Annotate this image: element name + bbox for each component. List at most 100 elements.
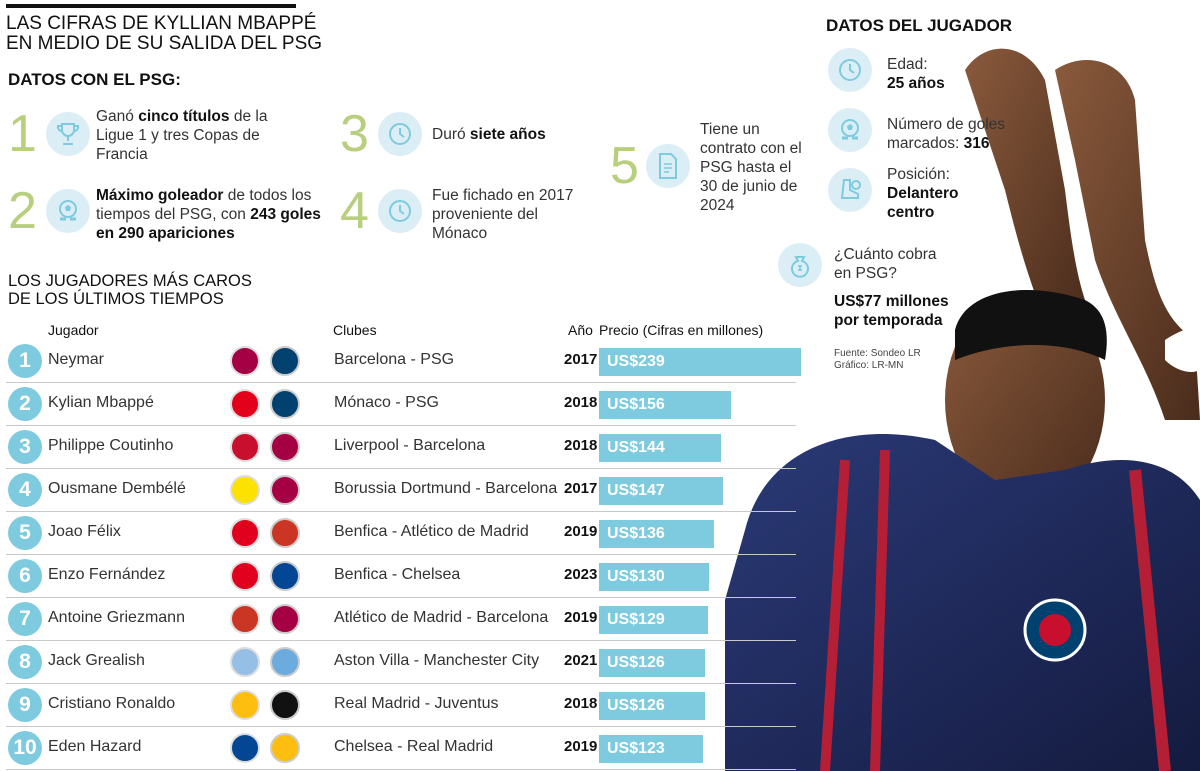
fact-number: 3: [340, 105, 369, 163]
title-rule: [6, 4, 296, 8]
clock-icon: [378, 189, 422, 233]
origin-club-crest-icon: [230, 733, 260, 763]
table-row: 3 Philippe Coutinho Liverpool - Barcelona 2…: [6, 426, 796, 469]
psg-section-heading: DATOS CON EL PSG:: [8, 70, 181, 89]
clubs-label: Mónaco - PSG: [334, 394, 439, 411]
destination-club-crest-icon: [270, 389, 300, 419]
year-label: 2017: [564, 351, 598, 368]
player-name: Cristiano Ronaldo: [48, 695, 176, 712]
table-row: 10 Eden Hazard Chelsea - Real Madrid 2019 US…: [6, 727, 796, 770]
origin-club-crest-icon: [230, 604, 260, 634]
player-section-heading: DATOS DEL JUGADOR: [826, 16, 1013, 35]
destination-club-crest-icon: [270, 690, 300, 720]
soccer-ball-icon: [46, 189, 90, 233]
fact-text: Tiene un contrato con el PSG hasta el 30…: [700, 121, 802, 214]
price-bar: US$126: [599, 649, 705, 677]
fact-number: 1: [8, 105, 37, 163]
price-bar: US$239: [599, 348, 801, 376]
origin-club-crest-icon: [230, 690, 260, 720]
player-name: Ousmane Dembélé: [48, 480, 186, 497]
player-name: Eden Hazard: [48, 738, 142, 755]
trophy-icon: [46, 112, 90, 156]
price-bar: US$130: [599, 563, 709, 591]
origin-club-crest-icon: [230, 647, 260, 677]
money-bag-icon: [778, 243, 822, 287]
age-data: Edad: 25 años: [887, 56, 945, 92]
clubs-label: Benfica - Atlético de Madrid: [334, 523, 529, 540]
year-label: 2019: [564, 609, 598, 626]
fact-number: 5: [610, 137, 639, 195]
player-name: Neymar: [48, 351, 105, 368]
column-header-price: Precio (Cifras en millones): [599, 322, 764, 338]
destination-club-crest-icon: [270, 518, 300, 548]
table-row: 2 Kylian Mbappé Mónaco - PSG 2018 US$156: [6, 383, 796, 426]
table-row: 6 Enzo Fernández Benfica - Chelsea 2023 US$1…: [6, 555, 796, 598]
year-label: 2019: [564, 738, 598, 755]
column-header-year: Año: [568, 322, 593, 338]
year-label: 2018: [564, 394, 598, 411]
clubs-label: Atlético de Madrid - Barcelona: [334, 609, 549, 626]
destination-club-crest-icon: [270, 733, 300, 763]
origin-club-crest-icon: [230, 475, 260, 505]
year-label: 2018: [564, 695, 598, 712]
price-bar: US$147: [599, 477, 723, 505]
rank-badge: 7: [8, 602, 42, 636]
rank-badge: 3: [8, 430, 42, 464]
destination-club-crest-icon: [270, 604, 300, 634]
source-note: Fuente: Sondeo LR Gráfico: LR-MN: [834, 348, 921, 371]
fact-number: 4: [340, 182, 369, 240]
soccer-ball-icon: [828, 108, 872, 152]
rank-badge: 6: [8, 559, 42, 593]
player-photo: [725, 40, 1200, 771]
clubs-label: Borussia Dortmund - Barcelona: [334, 480, 558, 497]
price-bar: US$156: [599, 391, 731, 419]
price-bar: US$126: [599, 692, 705, 720]
destination-club-crest-icon: [270, 475, 300, 505]
clubs-label: Barcelona - PSG: [334, 351, 455, 368]
fact-text: Duró siete años: [432, 126, 546, 143]
clock-icon: [378, 112, 422, 156]
table-heading: LOS JUGADORES MÁS CAROS DE LOS ÚLTIMOS T…: [8, 272, 252, 308]
player-name: Kylian Mbappé: [48, 394, 154, 411]
table-row: 1 Neymar Barcelona - PSG 2017 US$239: [6, 340, 801, 383]
year-label: 2021: [564, 652, 598, 669]
year-label: 2018: [564, 437, 598, 454]
table-row: 5 Joao Félix Benfica - Atlético de Madrid 2…: [6, 512, 796, 555]
position-data: Posición: Delantero centro: [887, 166, 959, 221]
destination-club-crest-icon: [270, 346, 300, 376]
clubs-label: Liverpool - Barcelona: [334, 437, 486, 454]
fact-number: 2: [8, 182, 37, 240]
column-header-player: Jugador: [48, 322, 99, 338]
origin-club-crest-icon: [230, 346, 260, 376]
origin-club-crest-icon: [230, 432, 260, 462]
destination-club-crest-icon: [270, 647, 300, 677]
rank-badge: 9: [8, 688, 42, 722]
salary-question: ¿Cuánto cobra en PSG?: [834, 246, 937, 282]
origin-club-crest-icon: [230, 561, 260, 591]
year-label: 2017: [564, 480, 598, 497]
fact-text: Ganó cinco títulos de la Ligue 1 y tres …: [96, 108, 268, 163]
table-row: 7 Antoine Griezmann Atlético de Madrid - B…: [6, 598, 796, 641]
column-header-clubs: Clubes: [333, 322, 377, 338]
destination-club-crest-icon: [270, 432, 300, 462]
player-name: Joao Félix: [48, 523, 121, 540]
clubs-label: Real Madrid - Juventus: [334, 695, 499, 712]
destination-club-crest-icon: [270, 561, 300, 591]
page-title: LAS CIFRAS DE KYLLIAN MBAPPÉ EN MEDIO DE…: [6, 13, 323, 54]
clubs-label: Chelsea - Real Madrid: [334, 738, 494, 755]
origin-club-crest-icon: [230, 389, 260, 419]
table-row: 8 Jack Grealish Aston Villa - Manchester C…: [6, 641, 796, 684]
price-bar: US$123: [599, 735, 703, 763]
salary-value: US$77 millones por temporada: [834, 293, 949, 329]
fact-text: Máximo goleador de todos los tiempos del…: [96, 187, 321, 242]
price-bar: US$144: [599, 434, 721, 462]
rank-badge: 5: [8, 516, 42, 550]
clubs-label: Benfica - Chelsea: [334, 566, 461, 583]
table-row: 9 Cristiano Ronaldo Real Madrid - Juventus…: [6, 684, 796, 727]
price-bar: US$129: [599, 606, 708, 634]
year-label: 2019: [564, 523, 598, 540]
price-bar: US$136: [599, 520, 714, 548]
rank-badge: 10: [8, 731, 42, 765]
rank-badge: 1: [8, 344, 42, 378]
rank-badge: 2: [8, 387, 42, 421]
